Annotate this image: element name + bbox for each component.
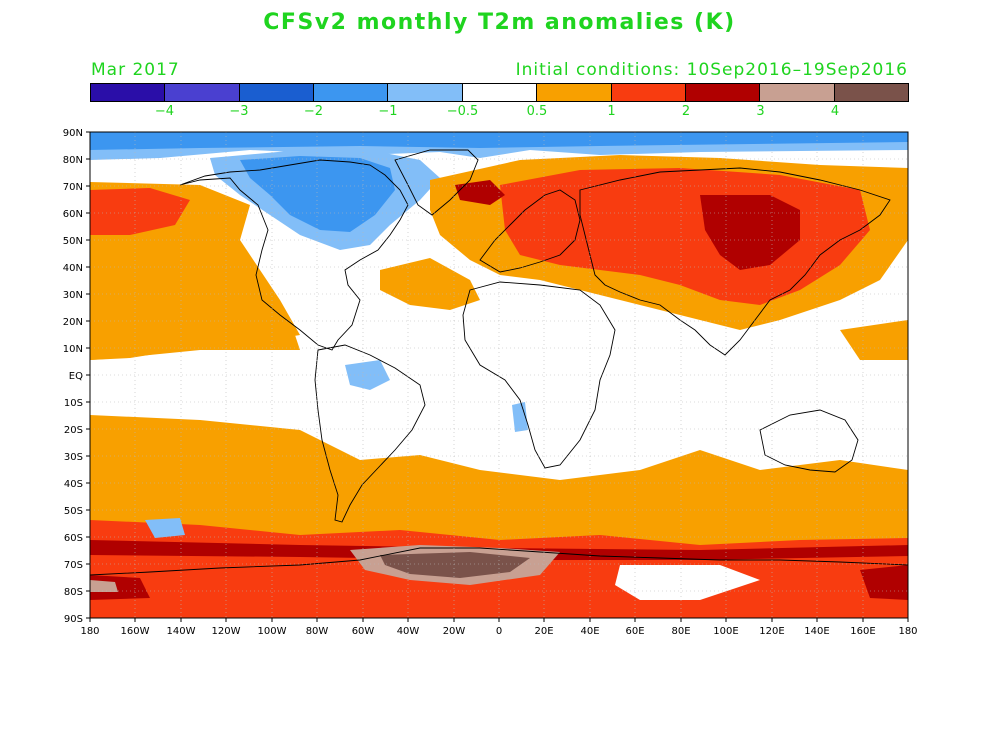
lon-label: 20W — [443, 626, 466, 637]
north-atlantic-warm — [380, 258, 480, 310]
lat-label: 90S — [64, 614, 83, 625]
lon-label: 160E — [850, 626, 875, 637]
lon-ticks — [89, 618, 909, 622]
lon-label: 160W — [121, 626, 150, 637]
lon-label: 180 — [898, 626, 917, 637]
coast-south-america — [314, 344, 426, 523]
lon-label: 40E — [580, 626, 599, 637]
colorbar-box — [462, 84, 538, 101]
lon-labels: 180 160W 140W 120W 100W 80W 60W 40W 20W … — [80, 626, 917, 637]
coast-europe — [479, 189, 581, 273]
coast-greenland — [394, 149, 479, 216]
pacific-cool — [145, 518, 185, 538]
colorbar-box — [537, 84, 612, 101]
forecast-month: Mar 2017 — [91, 60, 180, 80]
colorbar-label: −1 — [378, 104, 398, 119]
lon-label: 120E — [759, 626, 784, 637]
north-america-cold-core — [240, 156, 395, 232]
lat-label: 50S — [64, 506, 83, 517]
lat-label: 60S — [64, 533, 83, 544]
colorbar-label: −2 — [303, 104, 324, 119]
grid-lines — [90, 132, 908, 618]
north-pacific-warm — [90, 188, 190, 235]
antarctic-hot-east — [860, 565, 908, 600]
lon-label: 100W — [258, 626, 287, 637]
colorbar-box — [388, 84, 463, 101]
lon-label: 20E — [534, 626, 553, 637]
colorbar-label: −4 — [154, 104, 175, 119]
colorbar-label: 4 — [830, 104, 840, 119]
lon-label: 40W — [397, 626, 420, 637]
coast-africa — [462, 281, 616, 469]
amazon-cool — [345, 360, 390, 390]
chart-title: CFSv2 monthly T2m anomalies (K) — [263, 10, 736, 35]
lat-label: 50N — [63, 236, 83, 247]
lon-label: 60W — [352, 626, 375, 637]
lat-label: 60N — [63, 209, 83, 220]
east-pacific-warm — [90, 300, 300, 360]
lon-label: 0 — [496, 626, 502, 637]
colorbar — [90, 83, 909, 102]
lat-label: 10N — [63, 344, 83, 355]
coast-north-america — [179, 159, 409, 351]
antarctic-interior-white — [615, 565, 760, 600]
siberia-hot — [700, 195, 800, 270]
lat-labels: 90N 80N 70N 60N 50N 40N 30N 20N 10N EQ 1… — [63, 128, 83, 625]
colorbar-box — [685, 84, 761, 101]
coast-australia — [759, 409, 859, 473]
lat-label: EQ — [69, 371, 83, 382]
colorbar-label: −0.5 — [446, 104, 479, 119]
colorbar-box — [611, 84, 686, 101]
lon-label: 120W — [212, 626, 241, 637]
lat-label: 30N — [63, 290, 83, 301]
lat-ticks — [86, 131, 90, 619]
lat-label: 10S — [64, 398, 83, 409]
colorbar-label: 0.5 — [526, 104, 548, 119]
lat-label: 20S — [64, 425, 83, 436]
initial-conditions: Initial conditions: 10Sep2016–19Sep2016 — [515, 60, 908, 80]
lat-label: 20N — [63, 317, 83, 328]
lat-label: 40N — [63, 263, 83, 274]
colorbar-label: −3 — [229, 104, 249, 119]
coastlines — [90, 149, 908, 576]
colorbar-box — [834, 84, 908, 101]
colorbar-label: 2 — [681, 104, 691, 119]
greenland-hot — [455, 180, 505, 205]
colorbar-label: 3 — [756, 104, 765, 119]
colorbar-box — [165, 84, 240, 101]
colorbar-label: 1 — [607, 104, 616, 119]
lat-label: 70S — [64, 560, 83, 571]
west-pacific-warm — [840, 320, 908, 360]
colorbar-box — [239, 84, 315, 101]
lon-label: 60E — [625, 626, 644, 637]
lon-label: 140E — [804, 626, 829, 637]
colorbar-box — [314, 84, 389, 101]
lat-label: 90N — [63, 128, 83, 139]
colorbar-box — [760, 84, 835, 101]
lon-label: 100E — [713, 626, 738, 637]
lat-label: 80S — [64, 587, 83, 598]
antarctic-brown-west — [90, 580, 118, 592]
africa-cool — [512, 402, 528, 432]
lon-label: 180 — [80, 626, 99, 637]
colorbar-labels: −4 −3 −2 −1 −0.5 0.5 1 2 3 4 — [90, 104, 909, 120]
weddell-core — [380, 552, 530, 578]
colorbar-box — [91, 84, 166, 101]
lat-label: 80N — [63, 155, 83, 166]
lon-label: 80W — [306, 626, 329, 637]
lat-label: 40S — [64, 479, 83, 490]
lon-label: 80E — [671, 626, 690, 637]
lon-label: 140W — [167, 626, 196, 637]
coast-antarctica — [90, 547, 908, 576]
lat-label: 30S — [64, 452, 83, 463]
coast-asia — [579, 167, 891, 356]
lat-label: 70N — [63, 182, 83, 193]
